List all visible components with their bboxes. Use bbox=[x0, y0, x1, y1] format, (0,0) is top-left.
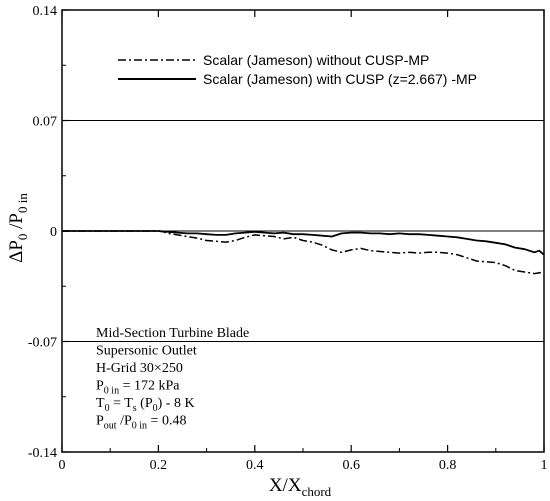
y-tick-label: -0.07 bbox=[28, 336, 57, 351]
x-tick-label: 0 bbox=[59, 458, 66, 473]
x-tick-label: 1 bbox=[541, 458, 548, 473]
x-tick-label: 0.6 bbox=[342, 458, 360, 473]
x-tick-label: 0.2 bbox=[150, 458, 168, 473]
legend-label-without-cusp: Scalar (Jameson) without CUSP-MP bbox=[203, 52, 429, 68]
annotation-line: Pout /P0 in = 0.48 bbox=[96, 414, 186, 432]
axis-ticks: 0 0.2 0.4 0.6 0.8 1 0.14 0.07 0 -0.07 -0.14 bbox=[28, 4, 548, 473]
series-line-without-cusp bbox=[62, 230, 545, 275]
y-axis-label: ΔP0 /P0 in bbox=[6, 193, 30, 263]
y-tick-label: 0 bbox=[50, 225, 57, 240]
annotation-line: Supersonic Outlet bbox=[96, 344, 197, 359]
y-tick-label: 0.14 bbox=[33, 4, 58, 19]
annotation-line: Mid-Section Turbine Blade bbox=[96, 326, 249, 341]
legend: Scalar (Jameson) without CUSP-MP Scalar … bbox=[118, 52, 477, 87]
series-lines bbox=[62, 230, 545, 275]
annotation-line: T0 = Ts (P0) - 8 K bbox=[96, 396, 195, 414]
legend-label-with-cusp: Scalar (Jameson) with CUSP (z=2.667) -MP bbox=[203, 71, 477, 87]
x-axis-label: X/Xchord bbox=[269, 475, 332, 499]
annotation-line: H-Grid 30×250 bbox=[96, 361, 183, 376]
annotation-line: P0 in = 172 kPa bbox=[96, 379, 180, 397]
series-line-with-cusp bbox=[62, 230, 545, 256]
annotation-text-block: Mid-Section Turbine Blade Supersonic Outl… bbox=[96, 326, 249, 432]
y-tick-label: -0.14 bbox=[28, 446, 57, 461]
y-tick-label: 0.07 bbox=[33, 115, 58, 130]
x-tick-label: 0.4 bbox=[246, 458, 264, 473]
x-tick-label: 0.8 bbox=[439, 458, 457, 473]
